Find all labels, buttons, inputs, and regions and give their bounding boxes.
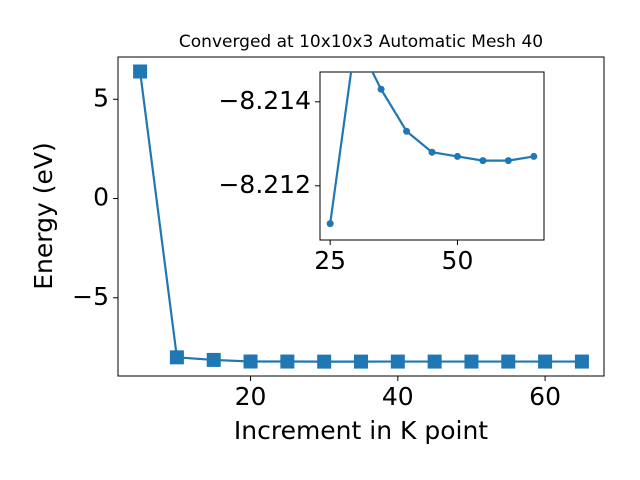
- y-tick-label: 0: [93, 183, 109, 212]
- x-tick-label: 60: [529, 382, 561, 411]
- marker: [574, 354, 589, 369]
- marker: [464, 354, 479, 369]
- marker: [169, 350, 184, 365]
- marker: [538, 354, 553, 369]
- marker: [206, 352, 221, 367]
- marker: [354, 354, 368, 369]
- plot-content: [133, 64, 589, 369]
- x-tick-label: 50: [442, 246, 474, 275]
- marker: [479, 157, 487, 165]
- y-tick-label: −8.212: [218, 170, 311, 199]
- x-tick-label: 25: [314, 246, 346, 275]
- plot-content: [326, 72, 538, 228]
- marker: [326, 220, 334, 228]
- plot-area: [319, 71, 545, 241]
- x-tick-label: 40: [382, 382, 414, 411]
- marker: [453, 152, 461, 160]
- marker: [428, 148, 436, 156]
- y-tick-label: −8.214: [218, 86, 311, 115]
- chart-title: Converged at 10x10x3 Automatic Mesh 40: [179, 32, 543, 52]
- y-tick-label: −5: [72, 282, 109, 311]
- marker: [530, 152, 538, 160]
- marker: [280, 354, 295, 369]
- marker: [317, 354, 332, 369]
- marker: [403, 127, 411, 135]
- x-axis-label: Increment in K point: [234, 416, 488, 445]
- y-tick-label: 5: [93, 83, 109, 112]
- marker: [133, 64, 148, 79]
- marker: [504, 157, 512, 165]
- marker: [377, 85, 385, 93]
- x-tick-label: 20: [235, 382, 267, 411]
- marker: [501, 354, 516, 369]
- marker: [427, 354, 442, 369]
- marker: [243, 354, 258, 369]
- y-axis-label: Energy (eV): [29, 142, 58, 289]
- marker: [390, 354, 405, 369]
